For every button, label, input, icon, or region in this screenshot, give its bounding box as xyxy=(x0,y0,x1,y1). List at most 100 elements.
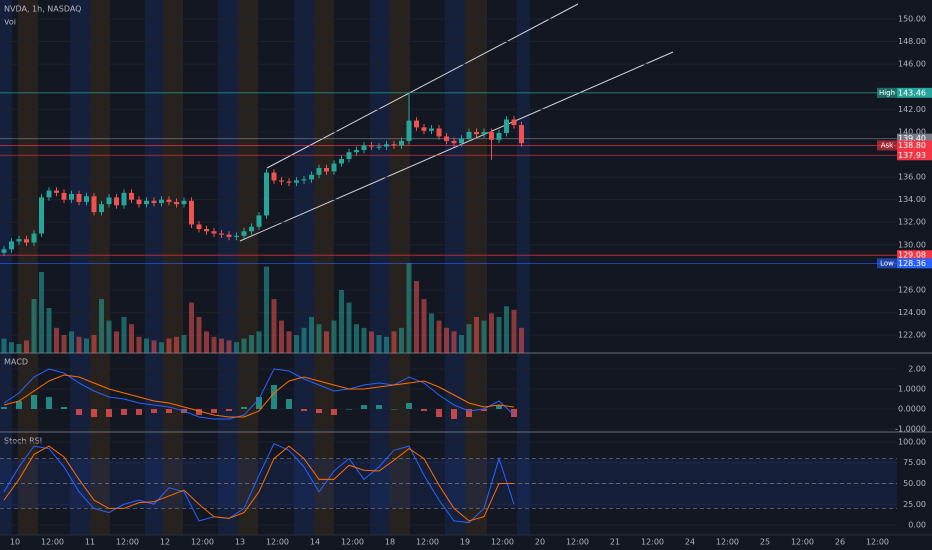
x-tick-label: 12:00 xyxy=(566,538,589,547)
y-tick-label: 0.00 xyxy=(908,521,926,530)
volume-bar xyxy=(324,331,329,353)
histogram-bar xyxy=(1,407,7,409)
histogram-bar xyxy=(76,409,82,415)
candle-body xyxy=(399,140,404,146)
indicator-line xyxy=(3,442,515,524)
volume-bar xyxy=(376,335,382,353)
volume-bar xyxy=(316,324,322,353)
candle-body xyxy=(264,172,269,216)
volume-bar xyxy=(496,317,502,353)
price-tag xyxy=(897,258,932,269)
volume-bar xyxy=(474,317,479,353)
candle-body xyxy=(429,128,434,131)
x-tick-label: 12:00 xyxy=(791,538,814,547)
price-tag xyxy=(897,250,932,261)
x-tick-label: 20 xyxy=(535,538,545,547)
candle-body xyxy=(136,199,142,205)
volume-bar xyxy=(346,302,352,353)
y-tick-label: 142.00 xyxy=(898,105,926,114)
session-band xyxy=(465,0,487,535)
histogram-bar xyxy=(481,409,487,411)
candle-body xyxy=(9,241,14,250)
x-tick-label: 12:00 xyxy=(266,538,289,547)
y-tick-label: 150.00 xyxy=(898,14,926,23)
x-tick-label: 12:00 xyxy=(416,538,439,547)
volume-bar xyxy=(31,299,37,353)
candle-body xyxy=(226,234,232,237)
price-tag xyxy=(897,133,932,144)
price-tag-name-box xyxy=(877,87,897,98)
candle-body xyxy=(241,231,247,236)
price-tag-name-box xyxy=(877,258,897,269)
candle-body xyxy=(294,180,299,183)
histogram-bar xyxy=(361,405,367,409)
candle-body xyxy=(361,145,367,150)
candle-body xyxy=(204,229,209,232)
y-tick-label: 148.00 xyxy=(898,37,926,46)
volume-bar xyxy=(414,281,419,353)
candle-body xyxy=(54,190,59,193)
candle-body xyxy=(69,194,74,200)
candle-body xyxy=(114,197,119,206)
x-tick-label: 13 xyxy=(235,538,245,547)
y-tick-label: 0.0000 xyxy=(898,405,926,414)
price-tag-label: 143.46 xyxy=(898,88,926,97)
x-tick-label: 12 xyxy=(160,538,170,547)
price-tag xyxy=(897,150,932,161)
price-tag-label: 139.40 xyxy=(898,134,926,143)
macd-title: MACD xyxy=(4,358,28,367)
volume-bar xyxy=(114,331,119,353)
candle-body xyxy=(144,200,149,205)
x-tick-label: 12:00 xyxy=(341,538,364,547)
candle-body xyxy=(354,149,359,153)
volume-label: Vol xyxy=(4,18,16,27)
candle-body xyxy=(421,127,427,131)
volume-bar xyxy=(369,331,374,353)
y-tick-label: 132.00 xyxy=(898,218,926,227)
histogram-bar xyxy=(346,409,352,410)
volume-bar xyxy=(391,331,397,353)
volume-bar xyxy=(106,320,112,353)
histogram-bar xyxy=(106,409,112,417)
session-band xyxy=(517,0,530,535)
histogram-bar xyxy=(196,409,202,415)
histogram-bar xyxy=(286,399,292,409)
volume-bar xyxy=(159,342,164,353)
candle-body xyxy=(121,192,127,206)
session-band xyxy=(70,0,90,535)
candle-body xyxy=(234,235,239,237)
volume-bar xyxy=(69,331,74,353)
candle-body xyxy=(91,196,97,213)
volume-bar xyxy=(354,324,359,353)
histogram-bar xyxy=(391,409,397,410)
volume-bar xyxy=(339,290,344,353)
candle-body xyxy=(31,233,37,243)
volume-bar xyxy=(459,335,464,353)
session-band xyxy=(390,0,410,535)
volume-bar xyxy=(181,335,187,353)
volume-bar xyxy=(211,336,217,353)
histogram-bar xyxy=(451,409,457,419)
y-tick-label: 50.00 xyxy=(903,479,926,488)
candle-body xyxy=(316,168,322,175)
y-tick-label: 75.00 xyxy=(903,458,926,467)
session-band xyxy=(218,0,238,535)
candle-body xyxy=(174,201,179,205)
volume-bar xyxy=(204,331,209,353)
volume-bar xyxy=(271,299,277,353)
volume-bar xyxy=(99,299,104,353)
volume-bar xyxy=(466,324,472,353)
candle-body xyxy=(504,119,509,134)
candle-body xyxy=(459,138,464,144)
candle-body xyxy=(376,146,382,148)
symbol-title: NVDA, 1h, NASDAQ xyxy=(4,5,81,14)
x-tick-label: 24 xyxy=(685,538,695,547)
y-tick-label: 140.00 xyxy=(898,127,926,136)
volume-bar xyxy=(279,320,284,353)
histogram-bar xyxy=(121,409,127,415)
y-tick-label: 130.00 xyxy=(898,240,926,249)
x-tick-label: 19 xyxy=(460,538,470,547)
volume-bar xyxy=(46,308,52,353)
candle-body xyxy=(511,119,517,126)
candle-body xyxy=(406,120,412,141)
